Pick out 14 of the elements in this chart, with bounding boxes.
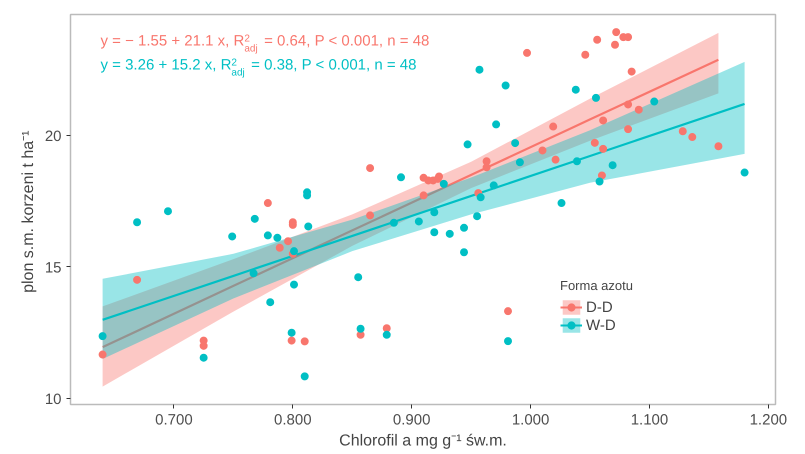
y-tick-label: 10 (44, 390, 62, 408)
x-axis-title: Chlorofil a mg g⁻¹ św.m. (339, 432, 507, 450)
y-tick-label: 20 (44, 128, 62, 145)
y-axis-title: plon s.m. korzeni t ha⁻¹ (20, 130, 37, 293)
x-tick-label: 1.000 (512, 412, 550, 428)
x-tick-label: 0.900 (392, 412, 430, 428)
legend-title: Forma azotu (560, 278, 633, 293)
x-tick-label: 1.200 (750, 412, 788, 428)
y-tick-label: 15 (44, 259, 62, 276)
x-tick-label: 1.100 (630, 412, 668, 428)
x-tick-label: 0.800 (274, 412, 312, 428)
legend-label: D-D (586, 298, 613, 316)
legend-label: W-D (586, 316, 616, 334)
x-tick-label: 0.700 (155, 412, 193, 428)
